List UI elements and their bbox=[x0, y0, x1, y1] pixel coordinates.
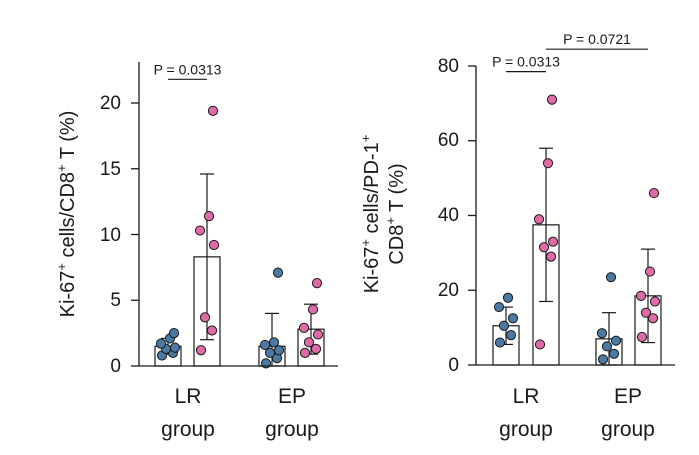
chart-2-ytick: 20 bbox=[438, 280, 459, 301]
data-point bbox=[596, 328, 608, 339]
data-point bbox=[493, 301, 505, 313]
data-point bbox=[259, 339, 271, 351]
data-point bbox=[272, 267, 284, 278]
data-point bbox=[533, 214, 545, 225]
p-value-label: P = 0.0721 bbox=[563, 31, 631, 47]
data-point bbox=[507, 313, 519, 324]
chart-1-group-label: EP bbox=[278, 385, 306, 408]
data-point bbox=[199, 312, 211, 323]
data-point bbox=[649, 296, 661, 307]
chart-1: P = 0.0313 0 5 10 15 20 Ki-67+ cells/CD8… bbox=[54, 61, 338, 441]
data-point bbox=[647, 313, 659, 324]
data-point bbox=[307, 304, 319, 315]
chart-1-ytick: 10 bbox=[100, 225, 121, 246]
p-value-label: P = 0.0313 bbox=[492, 54, 560, 70]
data-point bbox=[168, 328, 180, 339]
chart-2-group-label: LR bbox=[513, 385, 540, 408]
chart-1-group-label: LR bbox=[175, 385, 202, 408]
data-point bbox=[542, 158, 554, 169]
chart-2-ytick: 60 bbox=[438, 130, 459, 151]
chart-1-ytick: 0 bbox=[110, 356, 121, 377]
data-point bbox=[648, 187, 660, 199]
data-point bbox=[597, 354, 609, 365]
data-point bbox=[635, 290, 647, 301]
data-point bbox=[505, 330, 517, 341]
data-point bbox=[298, 322, 310, 333]
p-value-label: P = 0.0313 bbox=[154, 61, 222, 77]
chart-2-group-label: group bbox=[499, 418, 553, 441]
data-point bbox=[534, 339, 546, 350]
data-point bbox=[303, 337, 315, 348]
data-point bbox=[608, 348, 620, 359]
data-point bbox=[169, 342, 181, 353]
chart-1-ytick: 5 bbox=[110, 290, 121, 311]
data-point bbox=[268, 337, 280, 348]
data-point bbox=[264, 347, 276, 358]
chart-1-ytick: 15 bbox=[100, 159, 121, 180]
data-point bbox=[546, 94, 558, 105]
data-point bbox=[636, 331, 648, 343]
data-point bbox=[203, 210, 215, 222]
data-point bbox=[312, 329, 324, 340]
data-point bbox=[299, 347, 311, 358]
data-point bbox=[601, 341, 613, 352]
data-point bbox=[502, 292, 514, 303]
data-point bbox=[494, 337, 506, 348]
chart-2-ytick: 80 bbox=[438, 56, 459, 77]
data-point bbox=[155, 338, 167, 349]
data-point bbox=[644, 266, 656, 277]
chart-2-ytick: 40 bbox=[438, 205, 459, 226]
data-point bbox=[610, 335, 622, 346]
chart-2-y-label-line2: CD8+ T (%) bbox=[383, 163, 408, 264]
data-point bbox=[206, 325, 218, 336]
chart-1-ytick: 20 bbox=[100, 93, 121, 114]
data-point bbox=[208, 239, 220, 251]
chart-1-group-label: group bbox=[265, 418, 319, 441]
chart-1-y-label: Ki-67+ cells/CD8+ T (%) bbox=[54, 111, 79, 318]
data-point bbox=[273, 345, 285, 356]
data-point bbox=[310, 343, 322, 355]
data-point bbox=[545, 251, 557, 262]
data-point bbox=[640, 307, 652, 318]
chart-1-group-label: group bbox=[161, 418, 215, 441]
data-point bbox=[311, 278, 323, 289]
data-point bbox=[547, 236, 559, 247]
chart-2-group-label: group bbox=[601, 418, 655, 441]
chart-2-group-label: EP bbox=[614, 385, 642, 408]
data-point bbox=[538, 242, 550, 253]
data-point bbox=[498, 320, 510, 331]
data-point bbox=[194, 225, 206, 236]
chart-2-y-label: Ki-67+ cells/PD-1+ bbox=[358, 135, 383, 294]
data-point bbox=[605, 272, 617, 283]
data-point bbox=[207, 105, 219, 116]
chart-2-ytick: 0 bbox=[448, 355, 459, 376]
data-point bbox=[195, 345, 207, 356]
